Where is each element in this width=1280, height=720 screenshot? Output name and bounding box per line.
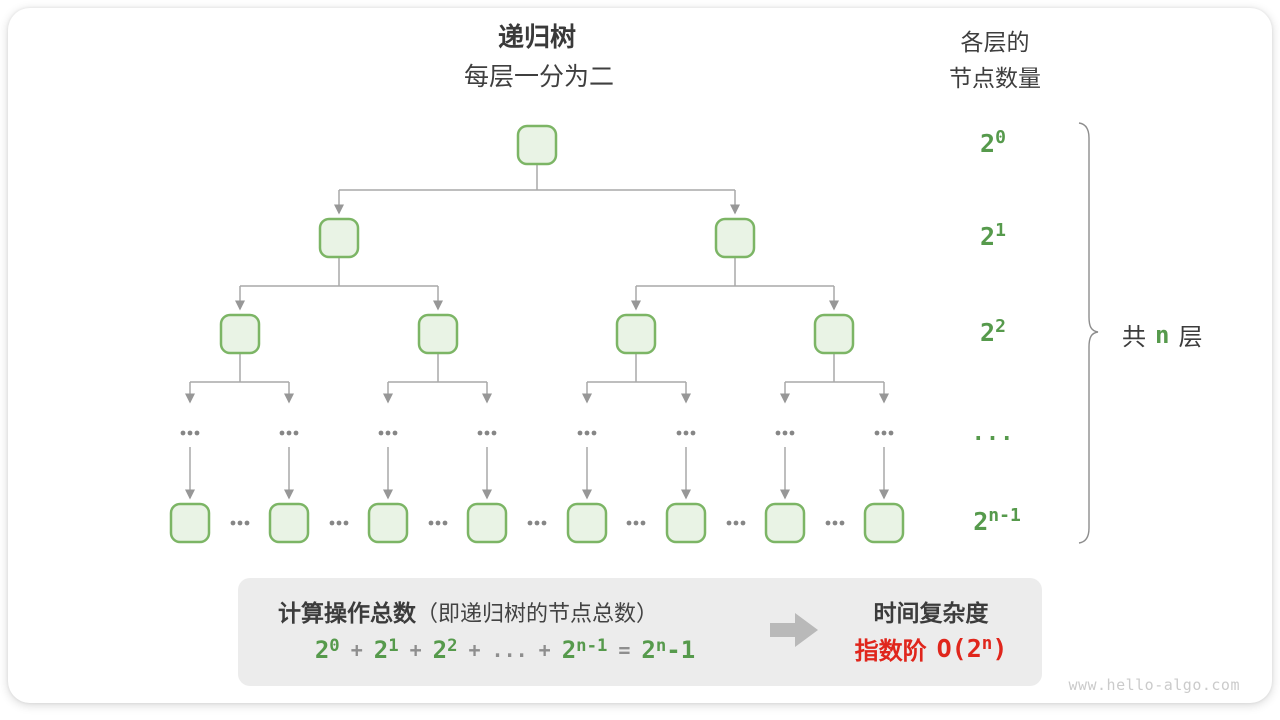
tree-edges (185, 164, 889, 500)
axis-header-line2: 节点数量 (949, 65, 1041, 91)
tree-node-leaf (566, 502, 608, 544)
diagram-title: 递归树 (497, 22, 577, 52)
tree-node (417, 313, 459, 355)
tree-node (813, 313, 855, 355)
formula-term-last: 2 n-1 (561, 636, 608, 664)
formula-ellipsis: ... (491, 638, 528, 662)
tree-node (615, 313, 657, 355)
tree-node-leaf (665, 502, 707, 544)
level-count-label-ellipsis: ... (971, 421, 1015, 446)
levels-brace (1078, 122, 1099, 544)
tree-node-leaf (169, 502, 211, 544)
tree-ellipsis-dots-level4 (180, 430, 894, 436)
summary-box (238, 578, 1042, 686)
diagram-subtitle: 每层一分为二 (463, 63, 615, 91)
tree-node-leaf (863, 502, 905, 544)
flow-arrow-icon (770, 613, 818, 647)
level-count-label-last: 2 n-1 (973, 505, 1021, 537)
tree-node (318, 217, 360, 259)
tree-node (714, 217, 756, 259)
big-o-notation: O(2 n) (936, 634, 1008, 663)
total-levels-label: 共 n 层 (1122, 320, 1203, 352)
tree-node-leaf (764, 502, 806, 544)
tree-node (219, 313, 261, 355)
tree-node-leaf (466, 502, 508, 544)
axis-header-line1: 各层的 (960, 29, 1030, 55)
operations-total-title: 计算操作总数 （即递归树的节点总数） (277, 600, 659, 626)
formula-result: 2 n -1 (641, 636, 696, 664)
tree-nodes (169, 124, 905, 544)
time-complexity-value: 指数阶 O(2 n) (854, 634, 1008, 665)
tree-ellipsis-dots-bottom (230, 520, 845, 526)
tree-node-root (516, 124, 558, 166)
watermark: www.hello-algo.com (1068, 676, 1240, 694)
tree-node-leaf (367, 502, 409, 544)
tree-node-leaf (268, 502, 310, 544)
time-complexity-title: 时间复杂度 (873, 600, 989, 626)
